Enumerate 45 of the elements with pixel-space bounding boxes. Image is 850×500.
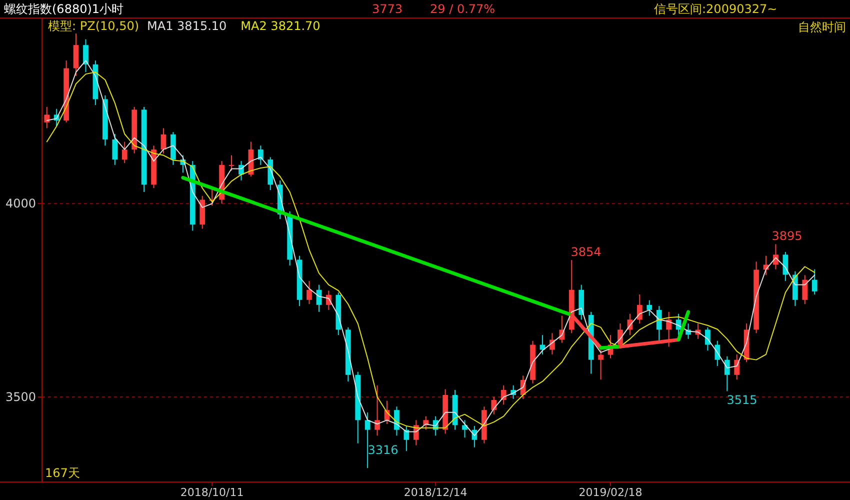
text: 3773: [372, 2, 403, 16]
annotation: 167天: [45, 466, 80, 480]
candlestick: [734, 354, 740, 380]
annotation: 3854: [570, 245, 602, 259]
text: 信号区间:20090327~: [654, 2, 778, 16]
chart-title: 螺纹指数(6880)1小时: [4, 2, 124, 16]
annotation: 模型: PZ(10,50): [48, 19, 140, 33]
candlestick: [364, 412, 370, 469]
annotation: 3895: [772, 229, 802, 243]
candlestick: [160, 128, 166, 154]
candlestick: [374, 384, 380, 436]
candlestick: [112, 134, 118, 166]
candlestick: [462, 420, 468, 438]
text: 29 / 0.77%: [430, 2, 496, 16]
candlestick: [714, 340, 720, 366]
candlestick: [540, 334, 546, 355]
candlestick: [598, 348, 604, 380]
text: MA1 3815.10: [147, 19, 227, 33]
candlestick: [724, 356, 730, 392]
candlestick: [258, 145, 264, 166]
annotation: 3316: [368, 443, 398, 457]
candlestick: [83, 38, 88, 73]
candlestick: [491, 396, 497, 415]
annotation: 自然时间: [798, 20, 846, 34]
candlestick: [705, 326, 710, 352]
candlestick: [44, 106, 50, 129]
x-tick-label: 2018/10/11: [180, 486, 244, 499]
x-tick-label: 2019/02/18: [578, 486, 642, 499]
text: MA2 3821.70: [240, 19, 320, 33]
candlestick: [646, 300, 652, 316]
x-tick-label: 2018/12/14: [404, 486, 468, 499]
y-tick-label: 3500: [5, 390, 36, 404]
candlestick: [656, 306, 662, 344]
candlestick: [73, 32, 79, 76]
candlestick: [306, 280, 312, 305]
candlestick: [636, 294, 642, 324]
candlestick: [812, 268, 818, 295]
candlestick: [394, 406, 400, 436]
candlestick: [500, 384, 506, 406]
candlestick: [802, 274, 808, 305]
candlestick: [550, 332, 555, 355]
annotation: 3515: [726, 393, 758, 407]
candlestick: [122, 141, 128, 164]
y-tick-label: 4000: [5, 196, 36, 211]
candlestick: [228, 154, 234, 172]
